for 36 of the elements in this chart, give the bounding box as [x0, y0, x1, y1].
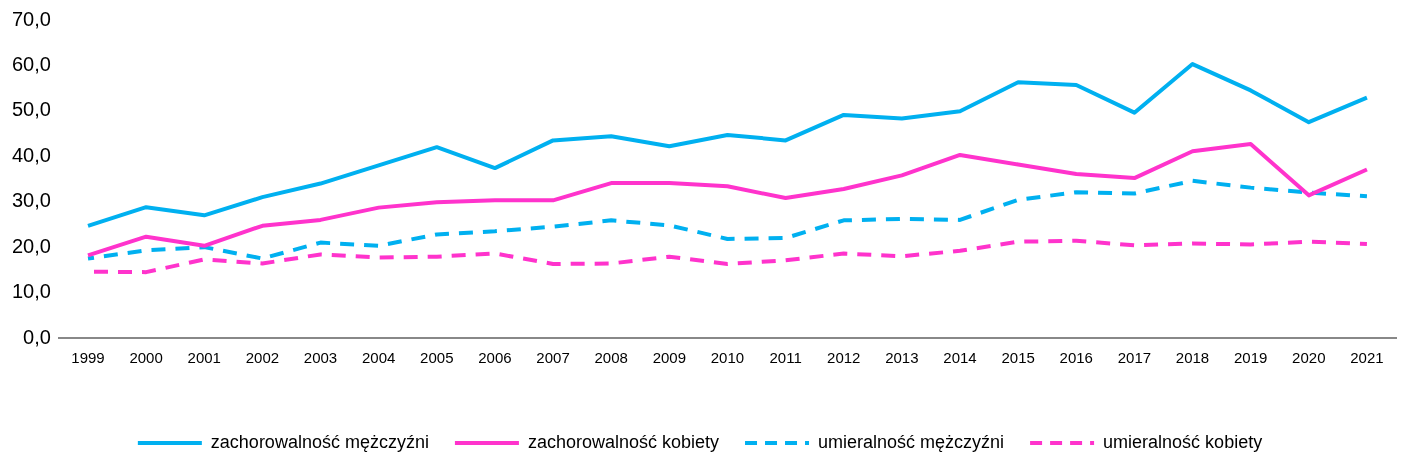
legend-label: zachorowalność mężczyźni	[210, 431, 429, 452]
legend-label: umieralność kobiety	[1103, 431, 1263, 452]
x-tick-label: 2007	[536, 349, 570, 367]
y-tick-label: 60,0	[11, 52, 51, 75]
line-series	[85, 178, 1369, 261]
x-tick-label: 2006	[478, 349, 512, 367]
x-tick-label: 2018	[1175, 349, 1210, 367]
x-tick-label: 2002	[245, 349, 280, 367]
x-tick-label: 2001	[187, 349, 221, 367]
x-tick-label: 2014	[943, 349, 977, 367]
x-tick-label: 1999	[71, 349, 105, 367]
x-tick-label: 2004	[361, 349, 396, 367]
x-tick-label: 2005	[420, 349, 454, 367]
x-tick-label: 2012	[827, 349, 861, 367]
x-tick-label: 2010	[710, 349, 745, 367]
y-tick-label: 30,0	[11, 189, 51, 212]
y-tick-label: 10,0	[11, 280, 51, 303]
x-tick-label: 2015	[1001, 349, 1035, 367]
x-tick-label: 2019	[1233, 349, 1268, 367]
y-tick-label: 40,0	[11, 143, 51, 166]
x-tick-label: 2020	[1292, 349, 1326, 367]
x-tick-label: 2003	[303, 349, 338, 367]
x-tick-label: 2000	[129, 349, 163, 367]
legend-label: zachorowalność kobiety	[527, 431, 720, 452]
y-tick-label: 0,0	[23, 325, 51, 348]
y-tick-label: 50,0	[11, 98, 51, 121]
x-tick-label: 2008	[594, 349, 628, 367]
x-tick-label: 2016	[1059, 349, 1093, 367]
legend-label: umieralność mężczyźni	[818, 431, 1005, 452]
x-tick-label: 2009	[652, 349, 687, 367]
x-tick-label: 2021	[1350, 349, 1384, 367]
y-tick-label: 20,0	[11, 234, 51, 257]
x-tick-label: 2017	[1117, 349, 1152, 367]
y-tick-label: 70,0	[11, 7, 51, 30]
x-tick-label: 2011	[769, 349, 802, 367]
x-tick-label: 2013	[885, 349, 919, 367]
